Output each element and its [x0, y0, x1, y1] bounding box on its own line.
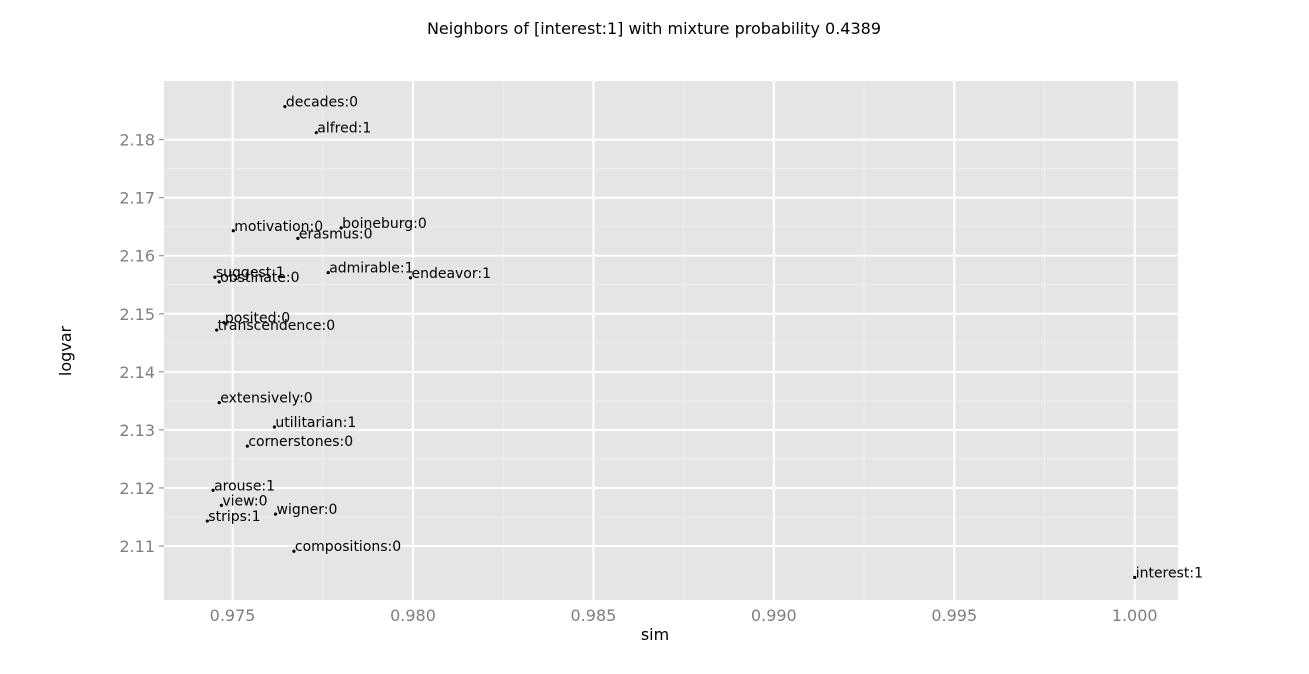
y-axis-label: logvar [56, 325, 75, 376]
chart-title: Neighbors of [interest:1] with mixture p… [427, 19, 881, 38]
data-point-label: view:0 [222, 493, 267, 509]
data-point [205, 519, 209, 523]
y-tick-label: 2.14 [119, 363, 155, 382]
data-point [211, 488, 215, 492]
data-point-label: posited:0 [225, 311, 290, 327]
data-point [231, 229, 235, 233]
data-point [339, 226, 343, 230]
plot-panel [164, 81, 1178, 600]
data-point-label: boineburg:0 [342, 216, 427, 232]
data-point [314, 131, 318, 135]
y-tick-label: 2.11 [119, 537, 155, 556]
y-tick-label: 2.17 [119, 189, 155, 208]
data-point-label: admirable:1 [329, 261, 413, 277]
data-point-label: strips:1 [208, 509, 260, 525]
data-point [272, 425, 277, 429]
x-axis-label: sim [641, 625, 669, 644]
x-tick-label: 0.990 [751, 606, 797, 625]
data-point [1133, 575, 1137, 579]
data-point-label: alfred:1 [317, 121, 371, 137]
x-axis-ticks: 0.975 0.980 0.985 0.990 0.995 1.000 [210, 606, 1158, 625]
data-point [408, 276, 413, 280]
data-point-label: erasmus:0 [299, 226, 373, 242]
x-tick-label: 0.975 [210, 606, 256, 625]
y-tick-label: 2.15 [119, 305, 155, 324]
y-axis-ticks: 2.11 2.12 2.13 2.14 2.15 2.16 2.17 2.18 [119, 131, 164, 556]
data-point [283, 104, 287, 109]
data-point-label: extensively:0 [220, 391, 313, 407]
data-point-label: decades:0 [286, 95, 358, 111]
y-tick-label: 2.18 [119, 131, 155, 150]
x-tick-label: 1.000 [1112, 606, 1158, 625]
y-tick-label: 2.12 [119, 479, 155, 498]
data-point [292, 549, 296, 553]
data-point-label: suggest:1 [216, 265, 285, 281]
data-point [222, 320, 226, 325]
data-point-label: cornerstones:0 [248, 434, 353, 450]
y-tick-label: 2.13 [119, 421, 155, 440]
data-point [217, 401, 221, 405]
x-tick-label: 0.995 [931, 606, 977, 625]
data-point [217, 280, 221, 284]
data-point [215, 328, 219, 332]
data-point-label: motivation:0 [234, 219, 323, 235]
data-point-label: arouse:1 [214, 478, 275, 494]
data-point [326, 270, 330, 275]
major-gridlines [164, 81, 1178, 600]
data-point [296, 236, 300, 240]
data-point [213, 275, 217, 279]
data-point [273, 512, 278, 516]
data-point-label: transcendence:0 [218, 318, 335, 334]
data-points [205, 104, 1137, 579]
data-point-label: obstinate:0 [220, 270, 299, 286]
minor-gridlines [164, 81, 1178, 600]
data-point [219, 503, 223, 507]
x-tick-label: 0.980 [390, 606, 436, 625]
data-point-label: wigner:0 [277, 502, 338, 518]
data-point [245, 444, 249, 448]
data-point-label: interest:1 [1136, 565, 1203, 581]
data-point-label: endeavor:1 [411, 266, 491, 282]
x-tick-label: 0.985 [571, 606, 617, 625]
data-point-label: utilitarian:1 [275, 415, 356, 431]
y-tick-label: 2.16 [119, 247, 155, 266]
data-point-labels: decades:0 alfred:1 motivation:0 boineburg:0… [208, 95, 1203, 582]
data-point-label: compositions:0 [295, 539, 401, 555]
